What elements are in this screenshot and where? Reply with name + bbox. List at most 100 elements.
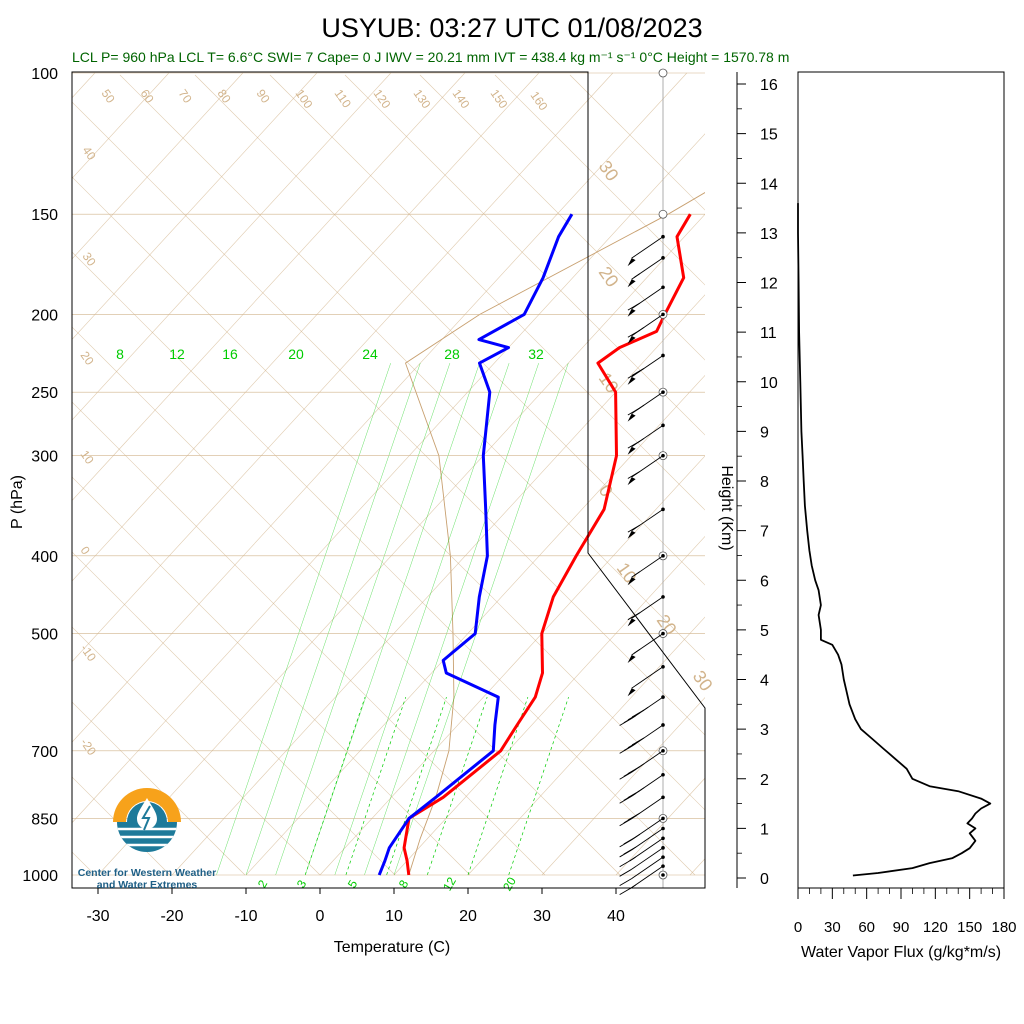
wind-barb-staff <box>631 236 664 259</box>
wind-barb-staff <box>631 837 664 861</box>
sun-arc <box>113 788 181 822</box>
mixing-ratio-label: 16 <box>222 346 238 362</box>
wind-barb <box>619 837 664 868</box>
skew-t-plot: 1601501401301201101009080706050403020100… <box>0 66 717 956</box>
mixing-ratio-lines <box>216 363 569 876</box>
mixing-ratio-line <box>393 363 569 876</box>
isotherm-label: 120 <box>371 87 394 112</box>
height-tick-label: 13 <box>760 226 778 243</box>
isotherm-label: 30 <box>80 250 99 269</box>
wind-calm-circle <box>658 209 668 219</box>
wind-barb-half-flag <box>633 649 641 654</box>
wind-barb-pennant <box>627 279 636 288</box>
mixing-ratio-labels: 8 12 16 20 24 28 322 3 5 8 12 20 <box>116 346 544 893</box>
dewpoint-line <box>377 213 574 876</box>
wind-barb-dot <box>661 873 665 877</box>
wind-barb-flag <box>627 766 641 774</box>
water-drop-icon <box>137 798 157 829</box>
isotherm-label: 160 <box>528 89 551 114</box>
isotherm-line <box>72 72 614 663</box>
wind-barb-flag <box>627 407 641 416</box>
flux-series <box>797 203 992 877</box>
wind-barb <box>627 391 664 422</box>
wind-barb-pennant <box>627 446 636 455</box>
height-tick-label: 6 <box>760 573 769 590</box>
wind-barb-pennant <box>627 308 636 317</box>
wind-barb-flag <box>619 878 632 886</box>
isotherm-line <box>541 697 705 876</box>
height-tick-label: 7 <box>760 524 769 541</box>
pressure-axis-label: P (hPa) <box>9 475 26 529</box>
isotherm-lines <box>0 72 705 876</box>
flux-tick-label: 0 <box>794 919 802 936</box>
height-axis-label: Height (Km) <box>718 465 735 550</box>
pressure-tick-label: 250 <box>31 385 58 402</box>
wind-barb <box>627 455 664 486</box>
wind-barb-pennant <box>627 413 636 422</box>
mixing-ratio-line <box>345 696 407 876</box>
isotherm-line <box>72 133 705 824</box>
wind-barb <box>619 696 664 726</box>
wind-barb <box>627 596 664 627</box>
pressure-gridlines <box>72 72 705 876</box>
pressure-tick-label: 1000 <box>22 868 58 885</box>
height-tick-label: 10 <box>760 375 778 392</box>
temperature-tick-label: -30 <box>86 908 109 925</box>
wind-barb-pennant <box>627 477 636 486</box>
mixing-ratio-label: 20 <box>500 874 519 893</box>
pressure-tick-label: 850 <box>31 811 58 828</box>
dry-adiabat-line <box>72 776 171 876</box>
height-tick-label: 5 <box>760 623 769 640</box>
mixing-ratio-label: 8 <box>116 346 124 362</box>
pressure-tick-label: 500 <box>31 627 58 644</box>
wind-barb-flag <box>623 846 636 855</box>
dry-adiabat-line <box>72 551 396 876</box>
wind-barb-staff <box>631 828 664 851</box>
isotherm-line <box>72 72 244 260</box>
wind-barb-staff <box>631 666 664 689</box>
flux-tick-label: 150 <box>957 919 982 936</box>
temperature-axis: -30 -20 -10 0 10 20 30 40 <box>86 888 625 925</box>
pressure-tick-label: 100 <box>31 66 58 83</box>
height-tick-label: 8 <box>760 474 769 491</box>
flux-axis: 0 30 60 90 120 150 180 <box>794 888 1017 936</box>
wind-barb-flag <box>619 887 632 896</box>
temperature-profiles <box>377 213 692 876</box>
wind-barb <box>619 865 664 896</box>
wind-barb-half-flag <box>641 706 649 712</box>
wind-barb-pennant <box>627 376 636 385</box>
height-tick-label: 4 <box>760 673 769 690</box>
isotherm-label: 100 <box>293 87 316 112</box>
mixing-ratio-line <box>364 363 539 876</box>
pressure-tick-label: 300 <box>31 449 58 466</box>
wind-barb-pennant <box>627 688 636 697</box>
mixing-ratio-line <box>275 363 451 876</box>
wind-barb-flag <box>627 612 641 621</box>
isotherm-line <box>72 72 466 502</box>
wind-barb-flag <box>623 836 636 845</box>
wind-barb <box>619 847 664 877</box>
wind-barb-flag <box>627 790 641 798</box>
mixing-ratio-line <box>245 363 421 876</box>
height-tick-label: 3 <box>760 722 769 739</box>
wind-barb <box>627 555 664 586</box>
wind-barb-flag <box>627 329 641 338</box>
chart-subtitle: LCL P= 960 hPa LCL T= 6.6°C SWI= 7 Cape=… <box>72 49 789 65</box>
temperature-tick-label: 10 <box>385 908 403 925</box>
wind-barb-half-flag <box>633 571 641 577</box>
logo-text-line2: and Water Extremes <box>97 879 198 891</box>
flux-axis-label: Water Vapor Flux (g/kg*m/s) <box>801 944 1001 961</box>
water-vapor-flux-line <box>797 203 992 877</box>
isotherm-line <box>97 213 705 876</box>
mixing-ratio-line <box>304 363 480 876</box>
temperature-axis-label: Temperature (C) <box>334 939 450 956</box>
mixing-ratio-line <box>467 696 529 876</box>
wind-barb-half-flag <box>637 787 645 793</box>
wind-barb-flag <box>631 709 645 718</box>
mixing-ratio-label: 12 <box>440 874 459 893</box>
dry-adiabat-line <box>0 75 20 875</box>
wind-barb-half-flag <box>637 437 645 443</box>
wind-barb-pennant <box>627 618 636 627</box>
wind-barb <box>627 257 664 288</box>
